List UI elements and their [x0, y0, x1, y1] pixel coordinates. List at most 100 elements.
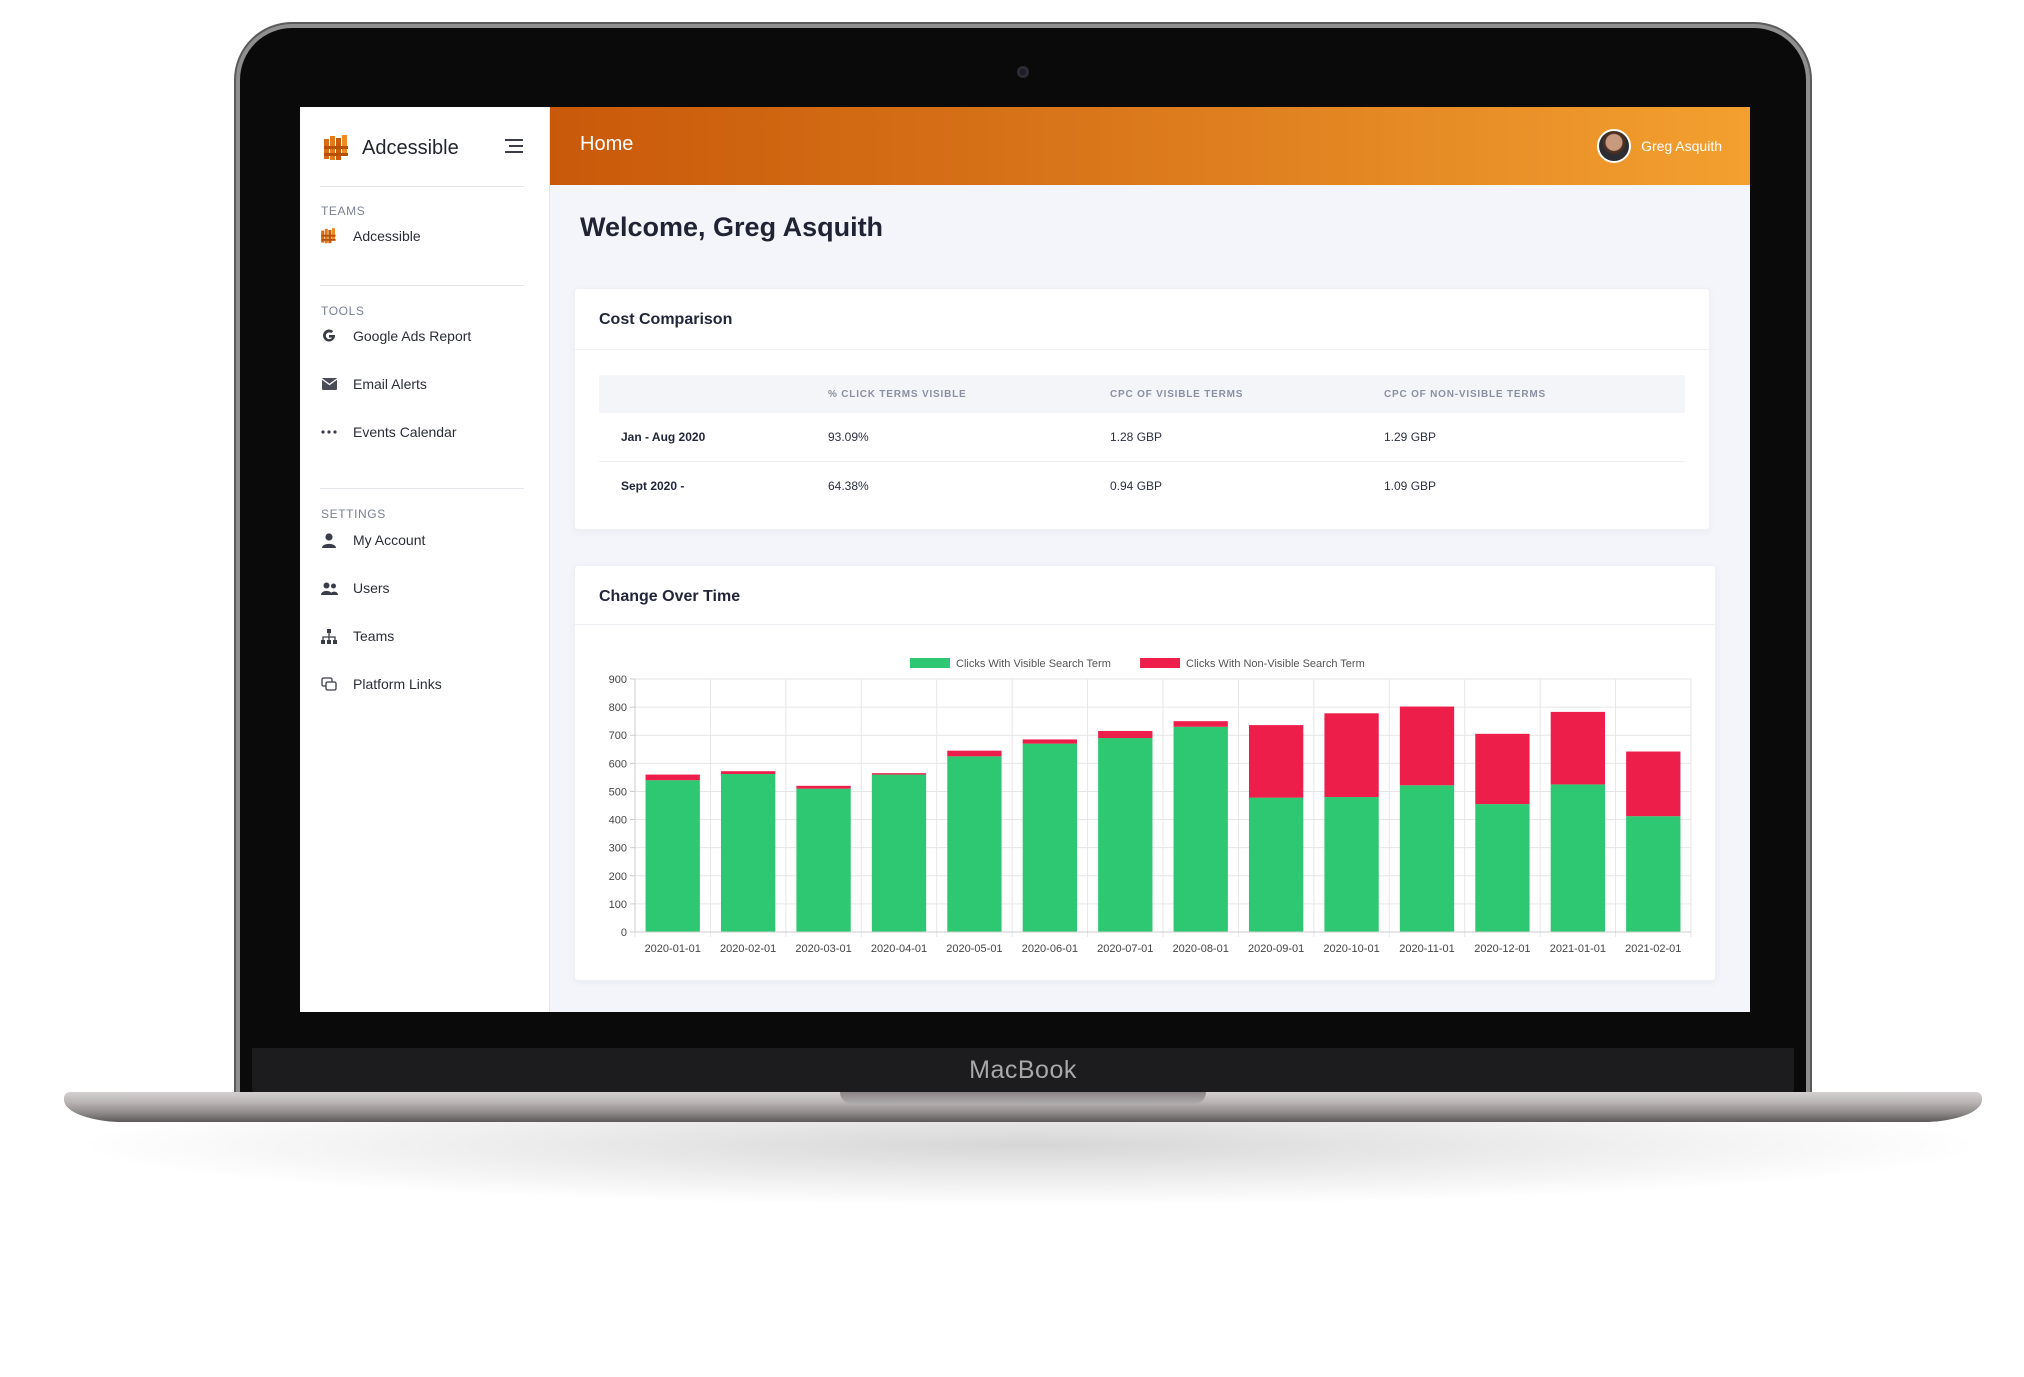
x-tick-label: 2021-01-01: [1550, 943, 1606, 955]
user-menu[interactable]: Greg Asquith: [1597, 127, 1722, 165]
bar: [1626, 816, 1681, 932]
x-tick-label: 2020-07-01: [1097, 943, 1153, 955]
y-tick-label: 900: [609, 674, 627, 686]
sidebar-item-label: Users: [353, 580, 390, 596]
cost-comparison-table: % CLICK TERMS VISIBLE CPC OF VISIBLE TER…: [599, 375, 1685, 510]
sidebar-item-label: Events Calendar: [353, 424, 457, 440]
bar: [1475, 804, 1530, 932]
webcam: [1017, 66, 1029, 78]
app-screen: Adcessible TEAMS Adcessible TOOLS Google…: [300, 107, 1750, 1012]
top-header-bar: Home Greg Asquith: [550, 107, 1750, 185]
table-cell: 1.09 GBP: [1384, 479, 1437, 493]
sidebar-item-users[interactable]: Users: [320, 573, 530, 603]
column-header: CPC OF VISIBLE TERMS: [1088, 375, 1362, 413]
sidebar-item-adcessible-team[interactable]: Adcessible: [320, 221, 530, 251]
sidebar-item-events-calendar[interactable]: Events Calendar: [320, 417, 530, 447]
y-tick-label: 0: [621, 927, 627, 939]
table-cell: 64.38%: [828, 479, 869, 493]
sidebar-item-email-alerts[interactable]: Email Alerts: [320, 369, 530, 399]
menu-toggle-icon[interactable]: [505, 139, 523, 155]
sidebar-item-platform-links[interactable]: Platform Links: [320, 669, 530, 699]
device-brand-label: MacBook: [969, 1056, 1077, 1084]
x-tick-label: 2020-09-01: [1248, 943, 1304, 955]
sidebar-section-tools: TOOLS: [321, 304, 365, 318]
card-title: Cost Comparison: [599, 311, 733, 328]
x-tick-label: 2020-06-01: [1022, 943, 1078, 955]
bar: [1399, 706, 1455, 786]
y-tick-label: 100: [609, 899, 627, 911]
welcome-heading: Welcome, Greg Asquith: [580, 212, 884, 242]
x-tick-label: 2020-11-01: [1399, 943, 1454, 955]
sidebar-item-google-ads-report[interactable]: Google Ads Report: [320, 321, 530, 351]
brand-name: Adcessible: [362, 136, 459, 159]
x-tick-label: 2020-10-01: [1323, 943, 1379, 955]
bar: [1550, 711, 1606, 785]
table-row: Sept 2020 - 64.38% 0.94 GBP 1.09 GBP: [599, 462, 1685, 511]
envelope-icon: [320, 375, 338, 393]
sidebar-divider: [320, 285, 524, 286]
y-tick-label: 700: [609, 730, 627, 742]
legend-swatch: [1140, 658, 1181, 668]
team-logo-icon: [320, 227, 338, 245]
bar: [1550, 784, 1606, 932]
sidebar-divider: [320, 186, 524, 187]
sidebar-item-my-account[interactable]: My Account: [320, 525, 530, 555]
sidebar-item-label: Platform Links: [353, 676, 442, 692]
legend-label: Clicks With Visible Search Term: [956, 658, 1111, 670]
y-tick-label: 600: [609, 758, 627, 770]
x-tick-label: 2020-02-01: [720, 943, 776, 955]
change-over-time-card: Change Over Time Clicks With Visible Sea…: [574, 565, 1716, 981]
legend-swatch: [910, 658, 950, 668]
sidebar-item-label: Google Ads Report: [353, 328, 472, 344]
legend-label: Clicks With Non-Visible Search Term: [1186, 658, 1365, 670]
bar: [1399, 785, 1455, 932]
sidebar-item-label: Email Alerts: [353, 376, 427, 392]
bar: [645, 774, 700, 781]
brand-logo[interactable]: Adcessible: [322, 131, 459, 165]
user-icon: [320, 531, 338, 549]
adcessible-logo-icon: [324, 135, 348, 160]
bar: [871, 774, 927, 932]
chart-container: Clicks With Visible Search Term Clicks Wi…: [575, 636, 1715, 976]
y-tick-label: 400: [609, 815, 627, 827]
table-cell: 1.29 GBP: [1362, 413, 1685, 462]
x-tick-label: 2020-03-01: [795, 943, 851, 955]
laptop-chin: MacBook: [252, 1048, 1794, 1096]
y-tick-label: 800: [609, 702, 627, 714]
column-header: % CLICK TERMS VISIBLE: [806, 375, 1088, 413]
sidebar: Adcessible TEAMS Adcessible TOOLS Google…: [300, 107, 550, 1012]
table-cell: 0.94 GBP: [1110, 479, 1163, 493]
sidebar-divider: [320, 488, 524, 489]
bar: [1324, 713, 1379, 798]
bar: [947, 756, 1002, 932]
y-tick-label: 200: [609, 871, 627, 883]
bar: [1248, 725, 1304, 798]
card-title: Change Over Time: [599, 588, 741, 605]
bar: [720, 774, 776, 932]
stacked-bar-chart: Clicks With Visible Search Term Clicks Wi…: [609, 658, 1692, 955]
bar: [1022, 739, 1078, 744]
sitemap-icon: [320, 627, 338, 645]
bar: [1173, 726, 1228, 932]
bar: [1248, 797, 1304, 932]
bar: [1098, 738, 1153, 932]
bar: [1022, 743, 1078, 932]
cost-comparison-card: Cost Comparison % CLICK TERMS VISIBLE CP…: [574, 288, 1710, 530]
bar: [1098, 731, 1153, 739]
sidebar-item-label: My Account: [353, 532, 426, 548]
table-cell: 93.09%: [806, 413, 1088, 462]
x-tick-label: 2020-04-01: [871, 943, 927, 955]
x-tick-label: 2020-08-01: [1173, 943, 1229, 955]
laptop-opening-notch: [840, 1092, 1206, 1104]
sidebar-item-teams[interactable]: Teams: [320, 621, 530, 651]
table-cell: Sept 2020 -: [621, 479, 685, 493]
table-row: Jan - Aug 2020 93.09% 1.28 GBP 1.29 GBP: [599, 413, 1685, 462]
x-tick-label: 2020-12-01: [1474, 943, 1530, 955]
bar: [871, 773, 927, 775]
column-header: CPC OF NON-VISIBLE TERMS: [1362, 375, 1685, 413]
x-tick-label: 2020-01-01: [645, 943, 701, 955]
x-tick-label: 2021-02-01: [1625, 943, 1681, 955]
bar: [796, 788, 851, 932]
column-header: [599, 375, 806, 413]
table-header-row: % CLICK TERMS VISIBLE CPC OF VISIBLE TER…: [599, 375, 1685, 413]
